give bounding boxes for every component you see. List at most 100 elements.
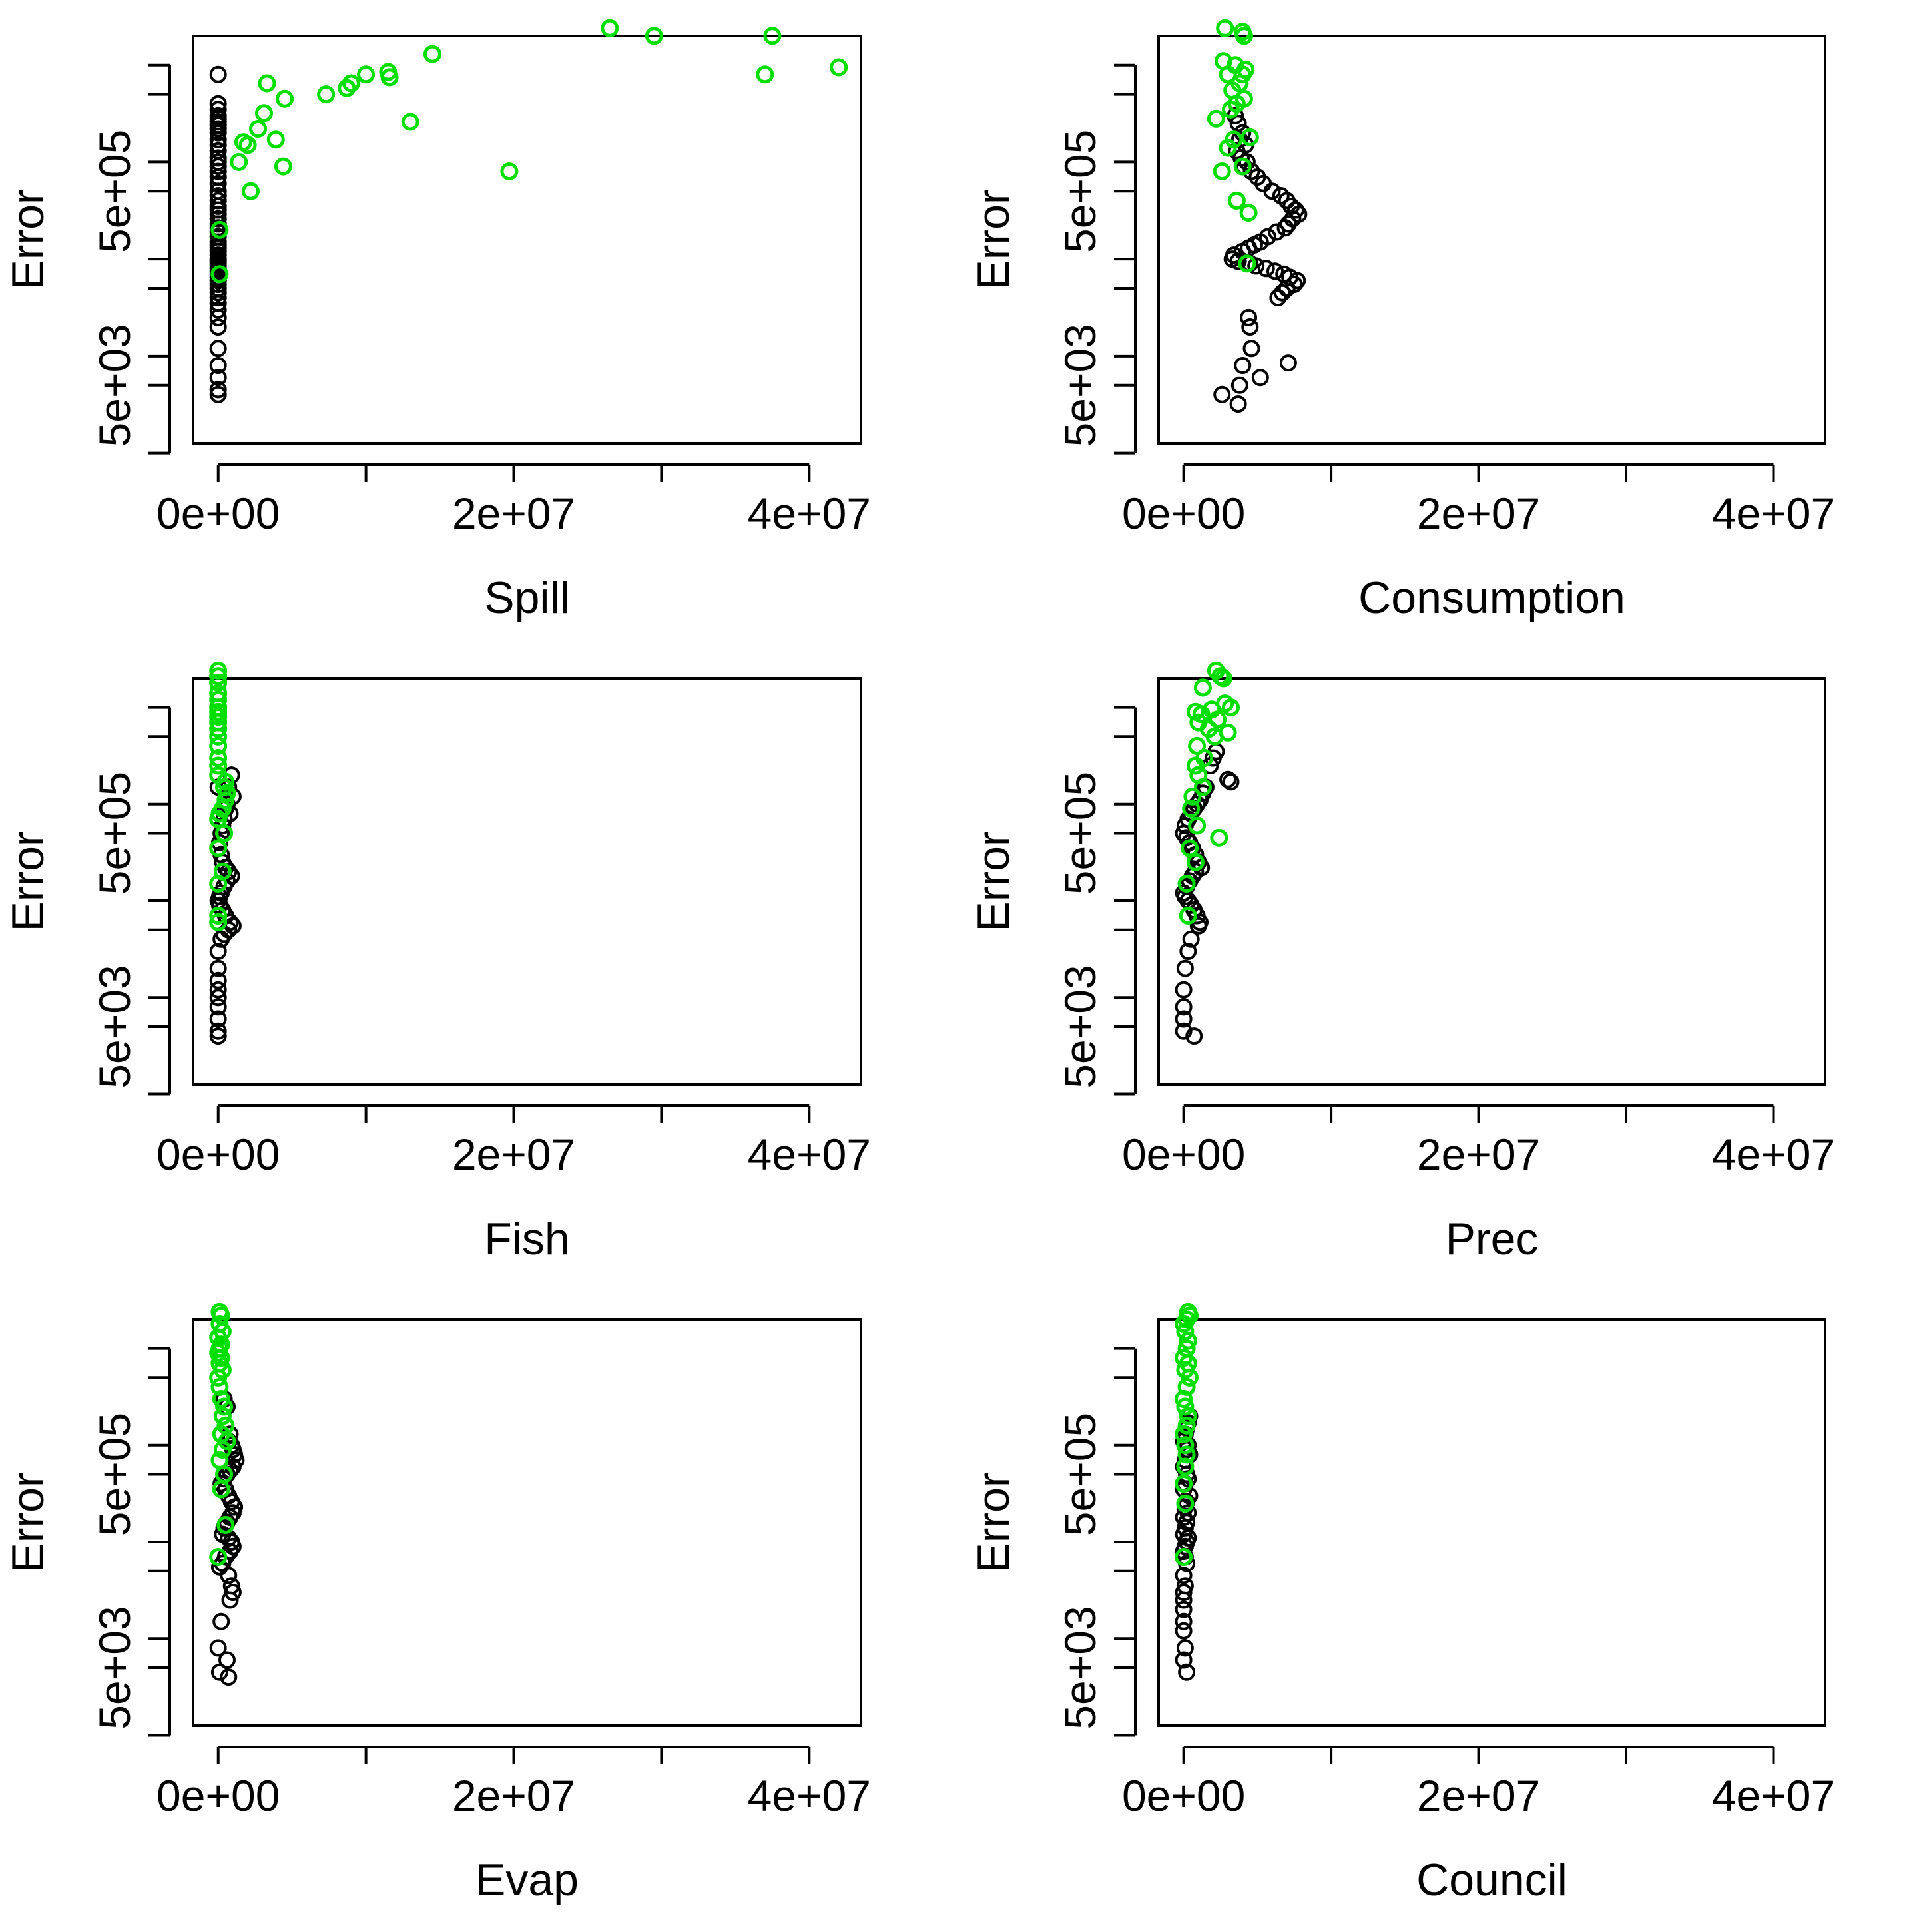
- data-point-black: [221, 1591, 239, 1609]
- data-point-green: [209, 839, 228, 857]
- data-point-green: [1175, 1425, 1193, 1443]
- data-point-green: [215, 824, 234, 842]
- series-green: [1175, 1302, 1199, 1566]
- chart-spill: 0e+00 2e+07 4e+07 5e+03 5e+05 Spill Error: [3, 19, 871, 623]
- data-point-black: [1257, 260, 1275, 278]
- y-tick-label: 5e+03: [1055, 965, 1105, 1088]
- plot-frame: [192, 1318, 862, 1727]
- data-point-green: [209, 720, 228, 738]
- data-point-black: [209, 959, 227, 977]
- y-tick-label: 5e+05: [90, 130, 139, 253]
- y-tick-label: 5e+05: [1055, 130, 1105, 253]
- data-point-green: [1176, 1397, 1195, 1416]
- data-point-black: [1263, 182, 1281, 200]
- x-tick-label: 2e+07: [1417, 489, 1540, 538]
- data-point-green: [1240, 128, 1259, 146]
- data-point-black: [1242, 340, 1260, 358]
- x-tick-label: 4e+07: [1712, 489, 1835, 538]
- data-point-green: [1216, 19, 1234, 37]
- data-point-green: [209, 736, 228, 755]
- data-point-black: [209, 971, 227, 989]
- data-point-black: [210, 1663, 228, 1681]
- data-point-black: [209, 158, 227, 176]
- data-point-green: [242, 182, 260, 200]
- x-axis-label: Prec: [1446, 1214, 1539, 1264]
- data-point-green: [1181, 839, 1199, 857]
- data-point-black: [1175, 981, 1193, 999]
- data-point-green: [1182, 800, 1201, 818]
- x-tick-label: 4e+07: [748, 1771, 871, 1820]
- data-point-black: [224, 1584, 242, 1601]
- data-point-green: [1192, 705, 1211, 724]
- data-point-green: [216, 1516, 235, 1534]
- data-point-black: [1278, 280, 1296, 297]
- data-point-black: [209, 308, 227, 326]
- y-tick-label: 5e+05: [1055, 1413, 1105, 1536]
- data-point-black: [1269, 289, 1287, 307]
- data-point-green: [1239, 204, 1258, 222]
- data-point-green: [209, 749, 228, 767]
- data-point-green: [213, 1407, 232, 1425]
- data-point-green: [213, 1441, 232, 1459]
- data-point-black: [209, 301, 227, 319]
- data-point-black: [1178, 1663, 1196, 1681]
- data-point-black: [209, 124, 227, 142]
- data-point-black: [209, 1027, 227, 1045]
- data-point-black: [209, 989, 227, 1007]
- x-tick-label: 2e+07: [452, 1130, 575, 1179]
- data-point-black: [209, 1010, 227, 1028]
- plot-frame: [192, 677, 862, 1086]
- data-point-black: [1229, 115, 1247, 132]
- data-point-black: [1175, 998, 1193, 1016]
- plot-frame: [192, 35, 862, 445]
- data-point-green: [209, 661, 228, 680]
- data-point-green: [274, 157, 292, 176]
- x-axis-label: Consumption: [1358, 573, 1625, 623]
- data-point-green: [230, 152, 248, 171]
- data-point-black: [209, 357, 227, 374]
- data-point-green: [763, 27, 782, 45]
- data-point-black: [209, 162, 227, 180]
- y-tick-label: 5e+03: [90, 1606, 139, 1729]
- data-point-black: [1268, 223, 1286, 241]
- data-point-black: [212, 1612, 230, 1630]
- y-tick-label: 5e+05: [1055, 772, 1105, 895]
- data-point-green: [209, 810, 228, 828]
- data-point-black: [1176, 959, 1194, 977]
- data-point-green: [266, 130, 285, 149]
- data-point-green: [756, 65, 774, 84]
- data-point-green: [1175, 1315, 1193, 1333]
- data-point-black: [1240, 308, 1258, 326]
- plot-frame: [1157, 35, 1826, 445]
- data-point-black: [1189, 917, 1207, 935]
- data-point-green: [401, 113, 419, 131]
- data-point-black: [218, 1651, 236, 1669]
- data-point-green: [500, 162, 519, 180]
- data-point-black: [220, 1567, 238, 1584]
- data-point-black: [220, 1668, 238, 1686]
- data-point-green: [1177, 875, 1196, 893]
- data-point-black: [1279, 215, 1297, 233]
- data-point-black: [209, 318, 227, 336]
- y-axis-label: Error: [3, 1472, 53, 1572]
- data-point-black: [1213, 385, 1231, 403]
- data-point-green: [276, 89, 294, 108]
- series-green: [209, 1302, 236, 1566]
- data-point-green: [1233, 157, 1252, 176]
- x-tick-label: 0e+00: [156, 1130, 280, 1179]
- x-tick-label: 0e+00: [156, 1771, 280, 1820]
- data-point-green: [1213, 162, 1231, 180]
- data-point-green: [1176, 1457, 1195, 1476]
- data-point-green: [209, 913, 228, 931]
- data-point-green: [1177, 1445, 1196, 1464]
- data-point-black: [209, 136, 227, 154]
- data-point-green: [209, 667, 228, 686]
- series-green: [1207, 19, 1259, 273]
- data-point-black: [209, 65, 227, 83]
- data-point-black: [209, 210, 227, 228]
- data-point-black: [1176, 1639, 1194, 1657]
- data-point-green: [1205, 727, 1224, 746]
- chart-evap: 0e+00 2e+07 4e+07 5e+03 5e+05 Evap Error: [3, 1302, 871, 1905]
- data-point-green: [1210, 828, 1228, 847]
